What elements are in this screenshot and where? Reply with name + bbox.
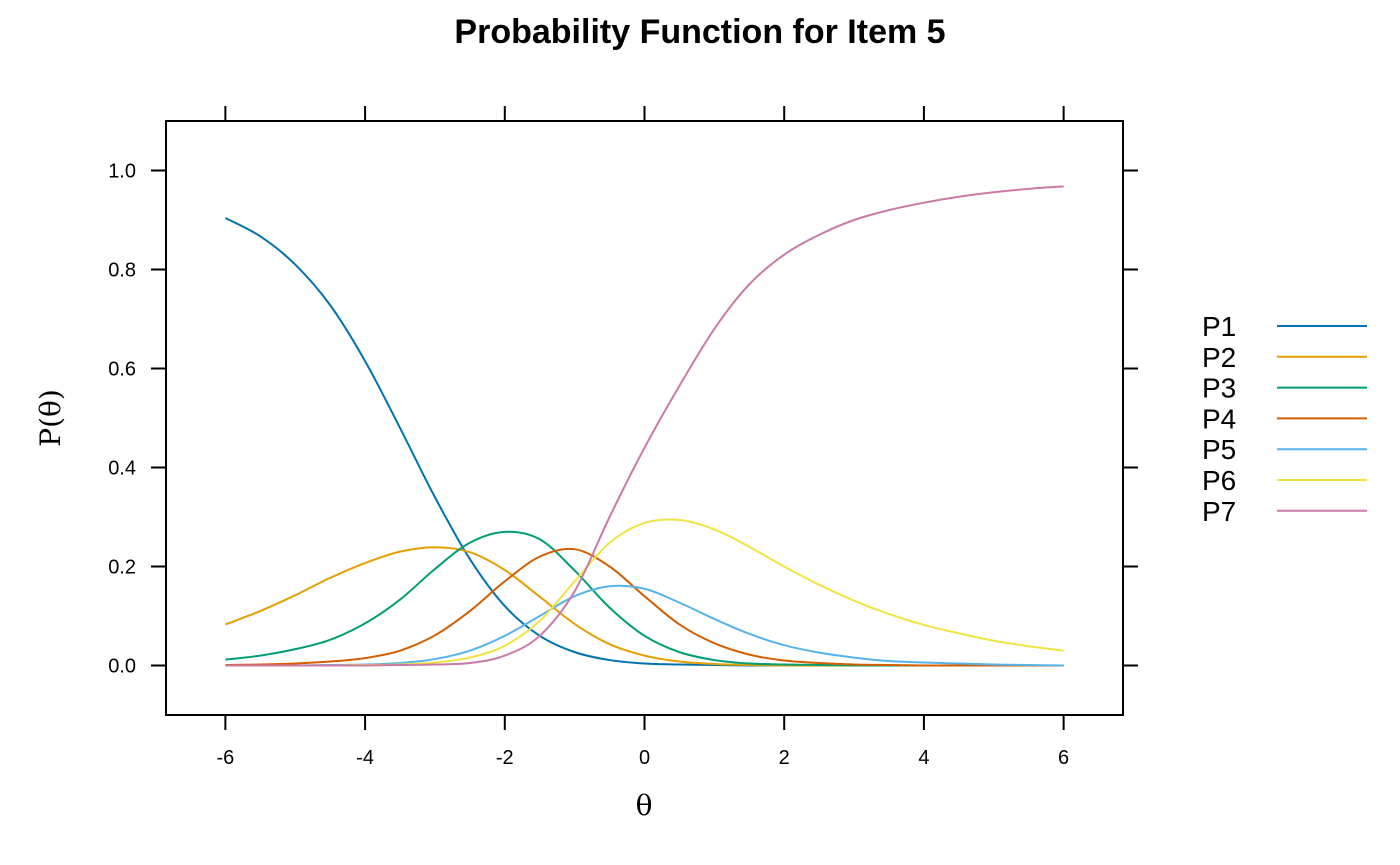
y-tick-label: 0.2 [108,557,136,579]
legend-label: P1 [1202,311,1236,342]
y-tick-label: 1.0 [108,161,136,183]
series-lines [224,185,1064,667]
x-tick-label: -2 [496,747,514,769]
y-tick-label: 0.6 [108,359,136,381]
series-line-p3 [225,530,1064,667]
series-line-p5 [225,584,1064,667]
plot-frame [165,120,1124,716]
series-line-p7 [225,185,1064,667]
legend-label: P4 [1202,403,1236,434]
x-tick-label: -6 [216,747,234,769]
x-tick-label: 2 [779,747,790,769]
series-line-p6 [225,518,1064,667]
x-tick-label: 6 [1058,747,1069,769]
y-tick-label: 0.8 [108,260,136,282]
x-tick-label: 0 [639,747,650,769]
legend-label: P2 [1202,342,1236,373]
legend-label: P7 [1202,496,1236,527]
x-axis: -6 -4 -2 0 2 4 6 [216,106,1069,769]
x-tick-label: -4 [356,747,374,769]
y-axis-label: P(θ) [34,389,67,447]
series-line-p4 [225,547,1064,667]
x-axis-label: θ [636,789,653,822]
chart-title: Probability Function for Item 5 [454,13,945,51]
legend-label: P3 [1202,373,1236,404]
y-tick-label: 0.0 [108,656,136,678]
y-tick-label: 0.4 [108,458,136,480]
series-line-p2 [225,546,1064,667]
x-tick-label: 4 [918,747,929,769]
legend-label: P5 [1202,434,1236,465]
y-axis: 0.0 0.2 0.4 0.6 0.8 1.0 [108,161,1138,678]
series-line-p1 [224,217,1064,667]
legend-label: P6 [1202,465,1236,496]
